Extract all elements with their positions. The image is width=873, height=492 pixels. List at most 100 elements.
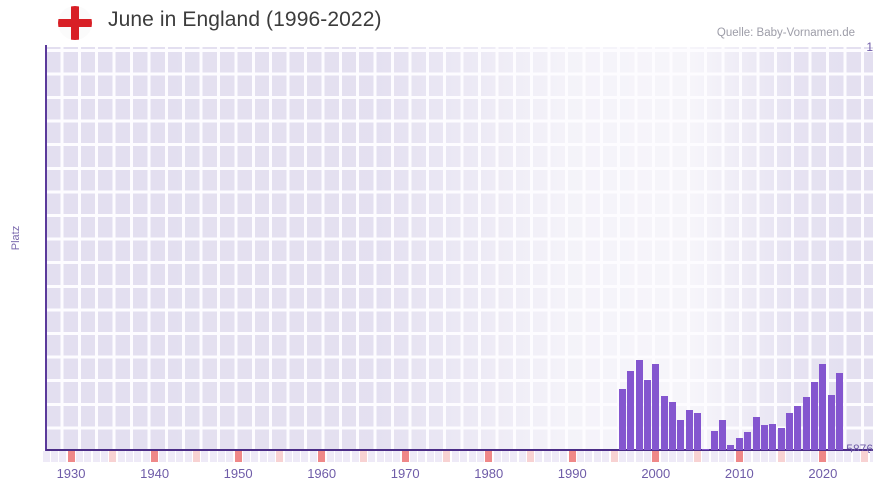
bar-2005[interactable] <box>694 412 702 450</box>
x-tick-marker-1989 <box>560 451 568 462</box>
bar-2015[interactable] <box>777 427 785 450</box>
x-tick-marker-2020 <box>819 451 827 462</box>
x-tick-marker-1949 <box>226 451 234 462</box>
bar-2013[interactable] <box>760 424 768 450</box>
x-tick-marker-1933 <box>92 451 100 462</box>
bar-2014[interactable] <box>769 423 777 450</box>
x-axis-label-1970: 1970 <box>390 466 420 481</box>
bar-2004[interactable] <box>685 409 693 450</box>
x-tick-marker-1953 <box>259 451 267 462</box>
x-tick-marker-1990 <box>568 451 576 462</box>
x-tick-marker-2000 <box>652 451 660 462</box>
x-tick-marker-1985 <box>527 451 534 462</box>
x-axis-label-1930: 1930 <box>56 466 86 481</box>
x-tick-marker-1957 <box>293 451 301 462</box>
bar-2022[interactable] <box>836 373 844 450</box>
x-tick-marker-2014 <box>769 451 777 462</box>
x-tick-marker-2008 <box>719 451 727 462</box>
x-tick-marker-1996 <box>618 451 626 462</box>
x-tick-marker-2013 <box>760 451 768 462</box>
x-axis-line <box>46 449 873 451</box>
x-tick-marker-1978 <box>468 451 476 462</box>
x-tick-marker-1943 <box>176 451 184 462</box>
chart-title: June in England (1996-2022) <box>108 8 382 31</box>
x-tick-marker-1962 <box>334 451 342 462</box>
x-tick-marker-1969 <box>393 451 401 462</box>
bar-2007[interactable] <box>710 431 718 450</box>
x-tick-marker-1979 <box>476 451 484 462</box>
bar-2009[interactable] <box>727 445 735 450</box>
x-tick-marker-1929 <box>59 451 67 462</box>
x-tick-marker-2024 <box>852 451 860 462</box>
bar-1999[interactable] <box>643 379 651 450</box>
x-tick-marker-1961 <box>326 451 334 462</box>
x-tick-marker-1995 <box>610 451 618 462</box>
bar-2006[interactable] <box>702 449 710 450</box>
bars-layer <box>46 47 873 450</box>
x-tick-marker-1945 <box>192 451 200 462</box>
x-tick-marker-1999 <box>643 451 651 462</box>
x-tick-marker-1975 <box>443 451 451 462</box>
x-tick-marker-1967 <box>376 451 384 462</box>
bar-2010[interactable] <box>735 437 743 450</box>
x-tick-marker-1956 <box>284 451 292 462</box>
chart-header: June in England (1996-2022) Quelle: Baby… <box>0 0 873 44</box>
x-tick-marker-1983 <box>510 451 518 462</box>
bar-2011[interactable] <box>744 431 752 450</box>
x-tick-marker-2001 <box>660 451 668 462</box>
x-tick-marker-1988 <box>552 451 560 462</box>
bar-2016[interactable] <box>785 412 793 450</box>
x-tick-marker-1946 <box>201 451 209 462</box>
bar-2020[interactable] <box>819 363 827 450</box>
bar-2021[interactable] <box>827 395 835 450</box>
x-tick-marker-1974 <box>435 451 443 462</box>
x-tick-marker-1982 <box>501 451 509 462</box>
bar-2001[interactable] <box>660 396 668 450</box>
x-tick-marker-1965 <box>359 451 367 462</box>
x-tick-marker-2007 <box>710 451 718 462</box>
bar-2012[interactable] <box>752 417 760 450</box>
x-tick-marker-1954 <box>268 451 276 462</box>
bar-2002[interactable] <box>669 401 676 450</box>
x-axis-labels: 1930 1940 1950 1960 1970 1980 1990 2000 2010 2020 <box>46 466 873 486</box>
bar-2003[interactable] <box>677 420 685 450</box>
x-tick-marker-1938 <box>134 451 142 462</box>
x-tick-marker-1930 <box>67 451 75 462</box>
x-tick-marker-1955 <box>276 451 284 462</box>
x-tick-marker-1931 <box>75 451 83 462</box>
x-tick-marker-2019 <box>811 451 819 462</box>
x-tick-marker-1940 <box>151 451 159 462</box>
bar-1997[interactable] <box>627 370 635 450</box>
x-tick-marker-1937 <box>126 451 134 462</box>
bar-2019[interactable] <box>811 381 819 450</box>
x-tick-marker-1994 <box>602 451 610 462</box>
x-tick-marker-1960 <box>318 451 326 462</box>
bar-1998[interactable] <box>635 359 643 450</box>
x-axis-label-2000: 2000 <box>641 466 671 481</box>
x-tick-marker-1968 <box>384 451 392 462</box>
x-tick-marker-2026 <box>869 451 873 462</box>
bar-2017[interactable] <box>794 405 802 450</box>
x-tick-marker-1963 <box>343 451 351 462</box>
x-tick-marker-1976 <box>451 451 459 462</box>
x-tick-marker-1972 <box>418 451 426 462</box>
bar-2008[interactable] <box>719 420 727 450</box>
x-tick-marker-2009 <box>727 451 735 462</box>
y-axis-tick-top: 1 <box>866 40 873 54</box>
bar-2018[interactable] <box>802 396 810 450</box>
x-tick-marker-1944 <box>184 451 192 462</box>
x-tick-marker-2011 <box>744 451 752 462</box>
x-tick-marker-2006 <box>702 451 710 462</box>
x-tick-marker-2023 <box>844 451 852 462</box>
flag-cross-horizontal <box>58 19 92 27</box>
x-tick-marker-1993 <box>593 451 601 462</box>
x-tick-marker-2005 <box>694 451 702 462</box>
y-axis-title: Platz <box>10 225 22 251</box>
x-axis-label-1980: 1980 <box>474 466 504 481</box>
bar-2000[interactable] <box>652 363 660 450</box>
bar-1996[interactable] <box>618 389 626 450</box>
y-axis-line <box>45 45 47 452</box>
x-tick-marker-1927 <box>42 451 50 462</box>
x-tick-marker-1986 <box>535 451 543 462</box>
